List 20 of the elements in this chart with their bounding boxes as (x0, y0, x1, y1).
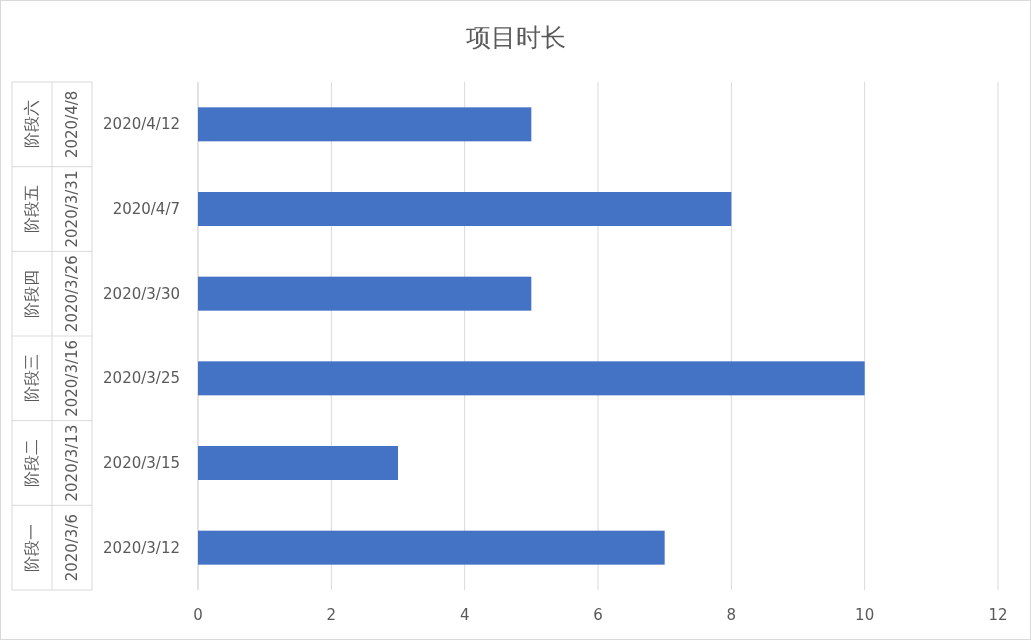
category-label: 阶段三 2020/3/16 2020/3/25 (22, 339, 180, 417)
x-tick-label: 8 (726, 606, 737, 624)
bar (198, 192, 732, 226)
x-tick-label: 4 (459, 606, 470, 624)
category-label: 阶段一 2020/3/6 2020/3/12 (22, 513, 180, 582)
bar (198, 361, 865, 396)
x-tick-label: 2 (326, 606, 337, 624)
bar (198, 107, 532, 142)
category-label: 阶段二 2020/3/13 2020/3/15 (22, 424, 180, 502)
category-label: 阶段六 2020/4/8 2020/4/12 (22, 90, 180, 159)
x-tick-label: 0 (193, 606, 203, 624)
bar (198, 446, 398, 480)
category-label: 阶段五 2020/3/31 2020/4/7 (22, 170, 180, 248)
x-tick-label: 10 (855, 606, 875, 624)
bar (198, 530, 665, 565)
chart-title: 项目时长 (465, 23, 566, 52)
category-label: 阶段四 2020/3/26 2020/3/30 (22, 255, 180, 333)
x-tick-label: 6 (593, 606, 603, 624)
x-tick-label: 12 (988, 606, 1008, 624)
bar (198, 276, 532, 311)
